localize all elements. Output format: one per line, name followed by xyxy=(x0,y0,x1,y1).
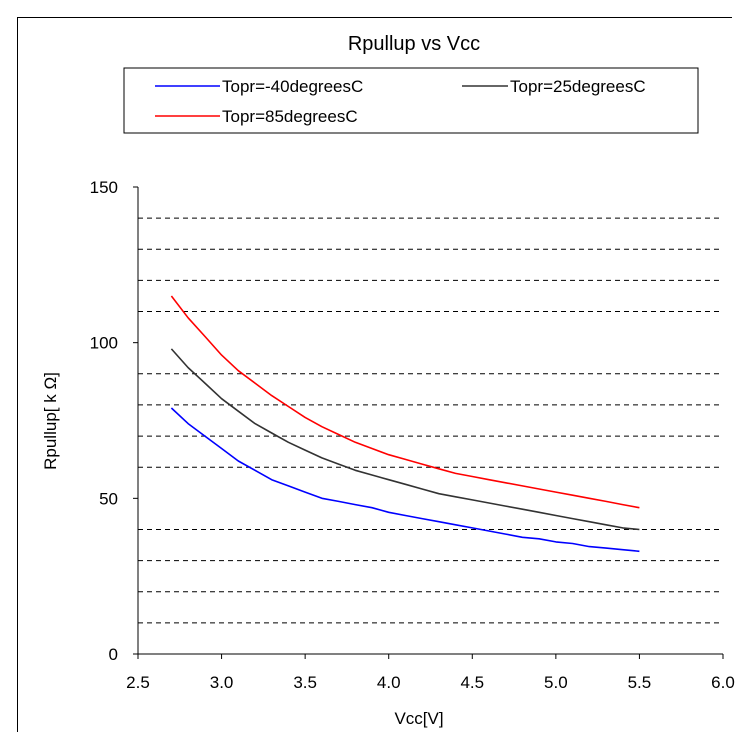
legend-box xyxy=(123,67,699,134)
legend-label-1: Topr=25degreesC xyxy=(510,77,646,96)
x-tick-label: 5.0 xyxy=(544,673,568,692)
x-tick-label: 2.5 xyxy=(126,673,150,692)
y-tick-labels: 0 50 100 150 xyxy=(90,178,138,664)
y-tick-label: 100 xyxy=(90,334,118,353)
legend: Topr=-40degreesC Topr=25degreesC Topr=85… xyxy=(123,67,699,134)
chart-title: Rpullup vs Vcc xyxy=(348,33,480,55)
y-tick-label: 50 xyxy=(99,489,118,508)
x-tick-labels: 2.5 3.0 3.5 4.0 4.5 5.0 5.5 6.0 xyxy=(126,654,735,692)
x-tick-label: 4.0 xyxy=(377,673,401,692)
legend-label-2: Topr=85degreesC xyxy=(222,107,358,126)
series-lines xyxy=(170,295,640,553)
x-tick-label: 3.0 xyxy=(210,673,234,692)
x-tick-label: 3.5 xyxy=(293,673,317,692)
x-tick-label: 4.5 xyxy=(460,673,484,692)
x-axis-label: Vcc[V] xyxy=(394,709,443,728)
gridlines xyxy=(138,217,723,624)
legend-label-0: Topr=-40degreesC xyxy=(222,77,363,96)
x-tick-label: 6.0 xyxy=(711,673,735,692)
chart-frame xyxy=(17,17,732,732)
y-tick-label: 150 xyxy=(90,178,118,197)
y-tick-label: 0 xyxy=(109,645,118,664)
series-line-0 xyxy=(170,407,640,553)
axes xyxy=(137,187,723,655)
series-line-1 xyxy=(170,348,640,531)
y-axis-label: Rpullup[ k Ω] xyxy=(41,372,60,470)
x-tick-label: 5.5 xyxy=(628,673,652,692)
series-line-2 xyxy=(170,295,640,509)
